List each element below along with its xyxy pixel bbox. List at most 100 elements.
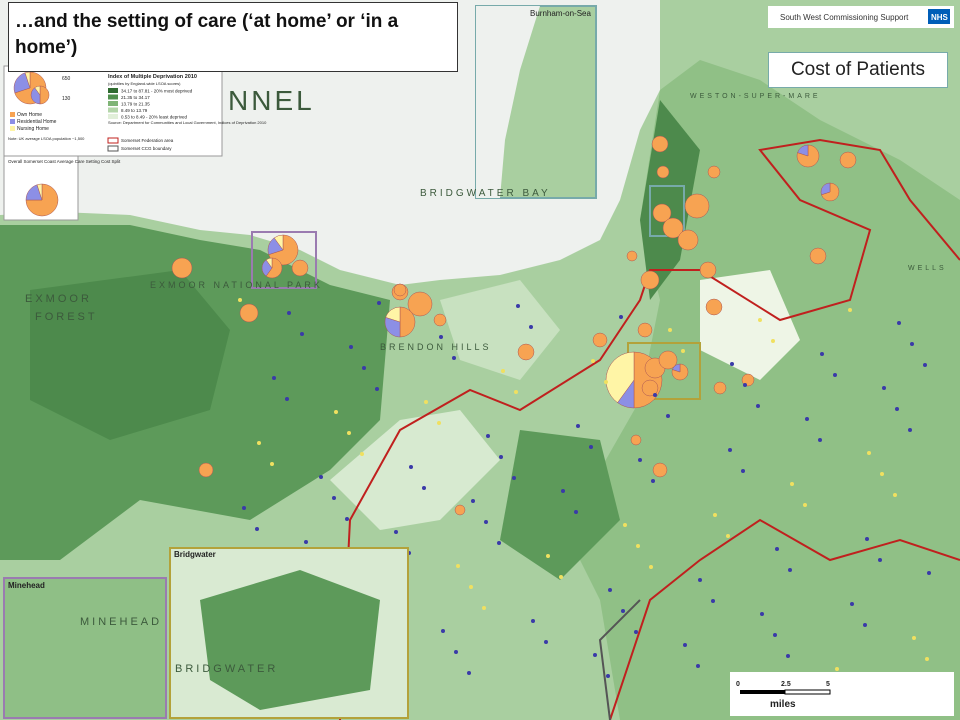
label: WESTON-SUPER-MARE xyxy=(690,93,821,100)
patient-dot xyxy=(893,493,897,497)
patient-dot xyxy=(484,520,488,524)
patient-dot xyxy=(711,599,715,603)
patient-dot xyxy=(255,527,259,531)
patient-dot xyxy=(375,387,379,391)
patient-dot xyxy=(546,554,550,558)
patient-dot xyxy=(531,619,535,623)
pie-slice xyxy=(265,257,283,279)
patient-dot xyxy=(634,630,638,634)
patient-dot xyxy=(516,304,520,308)
pie-slice xyxy=(605,351,635,404)
patient-dot xyxy=(441,629,445,633)
pie-slice xyxy=(291,259,309,277)
patient-dot xyxy=(287,311,291,315)
patient-dot xyxy=(927,571,931,575)
patient-dot xyxy=(300,332,304,336)
label: MINEHEAD xyxy=(80,616,162,628)
patient-dot xyxy=(514,390,518,394)
pale-area xyxy=(330,410,500,530)
header-strip xyxy=(768,6,954,28)
pie-slice xyxy=(393,283,407,297)
pie-slice xyxy=(684,193,710,219)
label: 13.79 to 21.35 xyxy=(121,102,150,107)
pie-slice xyxy=(713,381,727,395)
patient-dot xyxy=(576,424,580,428)
pie-slice xyxy=(641,379,659,397)
patient-dot xyxy=(895,407,899,411)
label: Minehead xyxy=(8,581,45,590)
label: Source: Department for Communities and L… xyxy=(108,120,267,125)
patient-dot xyxy=(242,506,246,510)
patient-dot xyxy=(334,410,338,414)
label: Burnham-on-Sea xyxy=(530,9,591,18)
label: Bridgwater xyxy=(174,550,216,559)
nhs-logo-bg xyxy=(928,9,950,24)
label: 0.53 to 8.49 - 20% least deprived xyxy=(121,115,188,120)
patient-dot xyxy=(912,636,916,640)
pie-slice xyxy=(433,313,447,327)
pie-slice xyxy=(24,71,31,89)
label: 5 xyxy=(826,681,830,688)
patient-dot xyxy=(713,513,717,517)
patient-dot xyxy=(820,352,824,356)
patient-dot xyxy=(882,386,886,390)
patient-dot xyxy=(482,606,486,610)
patient-dot xyxy=(758,318,762,322)
patient-dot xyxy=(409,465,413,469)
label: BRIDGWATER xyxy=(175,663,278,675)
legend-swatch xyxy=(108,94,118,100)
patient-dot xyxy=(666,414,670,418)
pie-slice xyxy=(171,257,193,279)
patient-dot xyxy=(606,674,610,678)
label: miles xyxy=(770,699,796,710)
patient-dot xyxy=(773,633,777,637)
patient-dot xyxy=(304,540,308,544)
pie-slice xyxy=(399,306,416,338)
patient-dot xyxy=(910,342,914,346)
patient-dot xyxy=(696,664,700,668)
label: Residential Home xyxy=(17,119,57,125)
pie-slice xyxy=(198,462,214,478)
patient-dot xyxy=(863,623,867,627)
patient-dot xyxy=(730,362,734,366)
pie-slice xyxy=(637,322,653,338)
patient-dot xyxy=(574,510,578,514)
patient-dot xyxy=(848,308,852,312)
scale-bar xyxy=(740,690,785,694)
pie-slice xyxy=(658,350,678,370)
patient-dot xyxy=(786,654,790,658)
patient-dot xyxy=(636,544,640,548)
pie-slice xyxy=(626,250,638,262)
patient-dot xyxy=(760,612,764,616)
patient-dot xyxy=(469,585,473,589)
patient-dot xyxy=(422,486,426,490)
label: 21.35 to 34.17 xyxy=(121,95,150,100)
legend-swatch xyxy=(108,101,118,106)
patient-dot xyxy=(649,565,653,569)
label: BRENDON HILLS xyxy=(380,342,492,352)
label: 8.49 to 13.79 xyxy=(121,108,148,113)
pie-slice xyxy=(630,434,642,446)
patient-dot xyxy=(908,428,912,432)
patient-dot xyxy=(621,609,625,613)
patient-dot xyxy=(698,578,702,582)
pie-slice xyxy=(265,257,273,269)
patient-dot xyxy=(319,475,323,479)
patient-dot xyxy=(867,451,871,455)
patient-dot xyxy=(743,383,747,387)
patient-dot xyxy=(651,479,655,483)
legend-swatch xyxy=(10,112,15,117)
patient-dot xyxy=(668,328,672,332)
label: Somerset CCG boundary xyxy=(121,146,172,151)
pale-area xyxy=(700,270,800,380)
patient-dot xyxy=(272,376,276,380)
pie-slice xyxy=(651,135,669,153)
pie-slice xyxy=(34,85,41,96)
patient-dot xyxy=(638,458,642,462)
pie-slice xyxy=(25,183,59,217)
pie-slice xyxy=(30,87,41,105)
patient-dot xyxy=(897,321,901,325)
pie-slice xyxy=(652,462,668,478)
pie-slice xyxy=(517,343,535,361)
